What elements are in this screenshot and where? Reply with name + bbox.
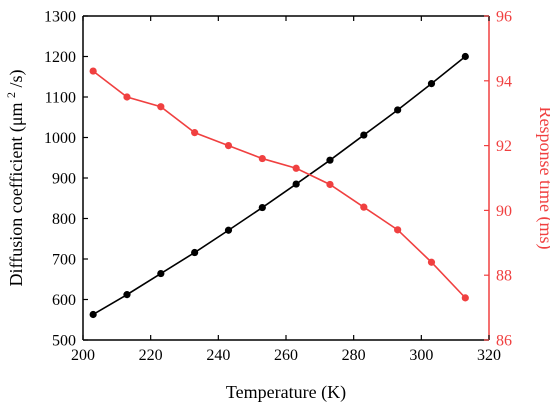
data-point-right bbox=[427, 258, 436, 266]
data-point-right bbox=[360, 203, 368, 211]
left-y-axis-title-superscript: 2 bbox=[4, 92, 18, 98]
right-y-tick-label: 96 bbox=[496, 9, 512, 26]
x-tick-label: 220 bbox=[139, 347, 163, 364]
data-point-right bbox=[157, 103, 165, 111]
axis-titles: Temperature (K) Diffusion coefficient (μ… bbox=[0, 70, 550, 403]
data-point-left bbox=[292, 180, 300, 188]
data-point-left bbox=[360, 131, 368, 139]
left-y-tick-label: 1100 bbox=[45, 90, 76, 107]
right-y-tick-label: 92 bbox=[496, 138, 512, 155]
right-y-tick-label: 86 bbox=[496, 333, 512, 350]
data-point-left bbox=[394, 106, 402, 114]
x-tick-label: 300 bbox=[409, 347, 433, 364]
left-y-tick-label: 1000 bbox=[44, 130, 76, 147]
left-y-tick-label: 700 bbox=[52, 252, 76, 269]
left-y-axis-title-main: Diffusion coefficient (μm bbox=[6, 103, 27, 287]
data-point-right bbox=[292, 164, 300, 172]
series-line-left bbox=[92, 55, 466, 316]
data-point-left bbox=[89, 310, 97, 319]
left-y-tick-label: 800 bbox=[52, 211, 76, 228]
data-point-left bbox=[123, 291, 131, 299]
right-y-tick-label: 88 bbox=[496, 268, 512, 285]
chart-ticks: 200 220 240 260 280 300 320 500 600 700 800 900 1000… bbox=[44, 9, 512, 365]
data-point-left bbox=[326, 156, 334, 164]
data-point-left bbox=[258, 203, 266, 212]
data-point-right bbox=[89, 67, 97, 75]
x-tick-label: 280 bbox=[342, 347, 366, 364]
data-point-right bbox=[394, 226, 402, 234]
data-point-right bbox=[123, 93, 131, 101]
x-tick-label: 240 bbox=[206, 347, 230, 364]
x-tick-label: 260 bbox=[274, 347, 298, 364]
data-point-right bbox=[191, 129, 199, 137]
data-point-left bbox=[461, 52, 469, 61]
left-y-tick-label: 500 bbox=[52, 333, 76, 350]
x-axis-title: Temperature (K) bbox=[226, 382, 346, 403]
chart-marks bbox=[89, 52, 469, 319]
series-left bbox=[89, 52, 469, 319]
left-y-tick-label: 1300 bbox=[44, 9, 76, 26]
right-y-tick-label: 90 bbox=[496, 203, 512, 220]
series-line-right bbox=[92, 70, 466, 299]
chart-frame bbox=[82, 15, 490, 341]
data-point-left bbox=[157, 269, 165, 278]
data-point-left bbox=[427, 80, 436, 88]
data-point-right bbox=[258, 154, 266, 163]
left-y-tick-label: 600 bbox=[52, 292, 76, 309]
data-point-left bbox=[191, 248, 199, 257]
right-y-tick-label: 94 bbox=[496, 73, 512, 90]
left-y-axis-title: Diffusion coefficient (μm 2 /s) bbox=[0, 70, 27, 287]
right-y-axis-title: Response time (ms) bbox=[535, 107, 550, 250]
left-y-tick-label: 1200 bbox=[44, 49, 76, 66]
x-tick-label: 200 bbox=[71, 347, 95, 364]
series-right bbox=[89, 67, 469, 302]
data-point-right bbox=[224, 142, 233, 150]
left-y-tick-label: 900 bbox=[52, 171, 76, 188]
data-point-right bbox=[461, 294, 469, 302]
data-point-right bbox=[326, 180, 334, 189]
x-tick-label: 320 bbox=[477, 347, 501, 364]
data-point-left bbox=[224, 226, 233, 234]
left-y-axis-title-tail: /s) bbox=[6, 70, 27, 88]
